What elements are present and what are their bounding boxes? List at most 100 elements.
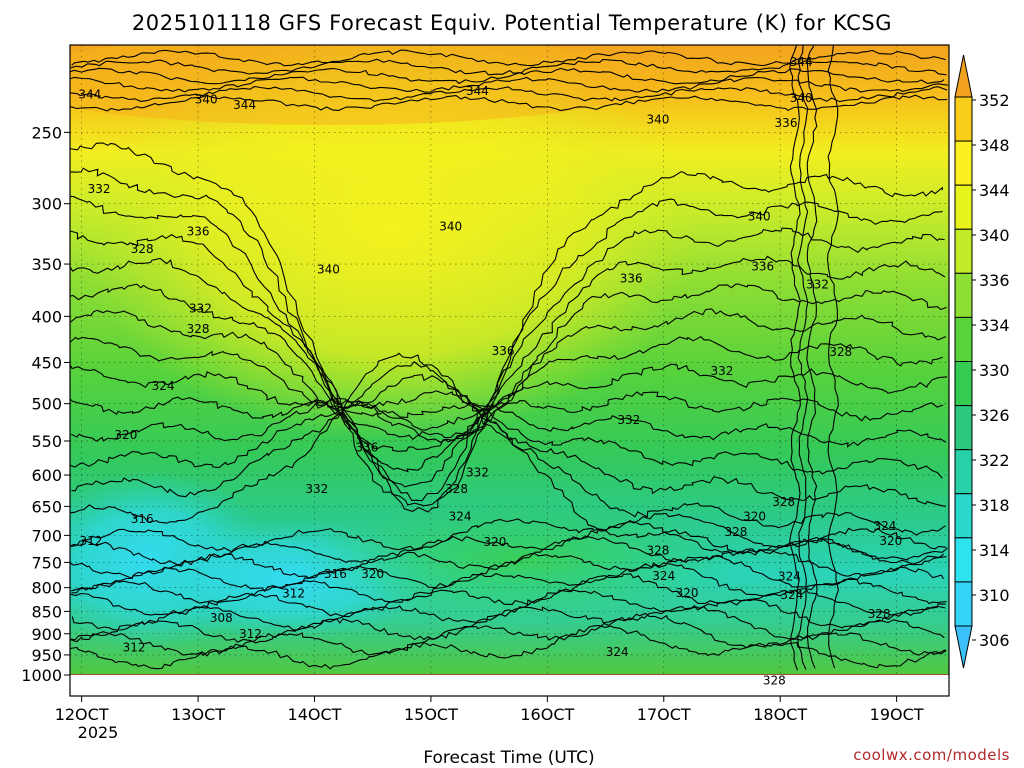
chart-title: 2025101118 GFS Forecast Equiv. Potential… bbox=[132, 11, 892, 35]
contour-label: 328 bbox=[131, 242, 154, 256]
x-tick-label: 13OCT bbox=[171, 705, 225, 724]
contour-line bbox=[70, 142, 943, 513]
contour-label: 328 bbox=[829, 345, 852, 359]
upper-warm-cap bbox=[70, 45, 660, 125]
contour-line bbox=[70, 283, 947, 452]
contour-line bbox=[70, 58, 947, 76]
contour-line bbox=[70, 573, 946, 618]
contour-line bbox=[70, 373, 947, 507]
contour-line bbox=[797, 45, 809, 670]
y-tick-label: 600 bbox=[31, 466, 62, 485]
contour-label: 336 bbox=[355, 440, 378, 454]
contour-label: 332 bbox=[711, 364, 734, 378]
contour-label: 324 bbox=[152, 379, 175, 393]
colorbar-segment bbox=[954, 184, 973, 230]
x-tick-label: 15OCT bbox=[404, 705, 458, 724]
contour-label: 324 bbox=[449, 509, 472, 523]
contour-label: 328 bbox=[868, 607, 891, 621]
y-tick-label: 750 bbox=[31, 553, 62, 572]
contour-line bbox=[71, 589, 946, 631]
contour-label: 324 bbox=[874, 519, 897, 533]
contour-line bbox=[70, 352, 948, 561]
y-tick-label: 250 bbox=[31, 123, 62, 142]
contour-line bbox=[71, 562, 947, 605]
contour-line bbox=[70, 606, 945, 644]
contour-label: 340 bbox=[439, 220, 462, 234]
contour-line bbox=[806, 45, 818, 669]
x-tick-label: 18OCT bbox=[753, 705, 807, 724]
contour-label: 328 bbox=[445, 482, 468, 496]
contour-label: 332 bbox=[88, 182, 111, 196]
colorbar-segment bbox=[954, 316, 973, 362]
contour-label: 312 bbox=[239, 627, 262, 641]
contour-line bbox=[70, 257, 947, 473]
y-tick-label: 950 bbox=[31, 646, 62, 665]
colorbar: 352 348 344 340 336 334 330 326 322 318 314 310 306 bbox=[954, 54, 1010, 669]
contour-label: 308 bbox=[210, 611, 233, 625]
contour-label: 332 bbox=[617, 413, 640, 427]
colorbar-segment bbox=[954, 140, 973, 186]
colorbar-label: 334 bbox=[979, 316, 1010, 335]
contour-label: 344 bbox=[233, 98, 256, 112]
contour-line bbox=[70, 535, 945, 580]
contour-label: 340 bbox=[748, 210, 771, 224]
contour-label: 332 bbox=[305, 482, 328, 496]
plot-area bbox=[70, 45, 949, 675]
colorbar-label: 318 bbox=[979, 496, 1010, 515]
x-tick-label: 16OCT bbox=[520, 705, 574, 724]
colorbar-label: 322 bbox=[979, 451, 1010, 470]
contour-line bbox=[70, 612, 947, 657]
y-tick-label: 300 bbox=[31, 195, 62, 214]
contour-label: 324 bbox=[778, 570, 801, 584]
contour-label: 336 bbox=[751, 259, 774, 273]
contour-label: 320 bbox=[743, 509, 766, 523]
contour-label: 332 bbox=[466, 465, 489, 479]
colorbar-segment bbox=[954, 405, 973, 451]
contour-line bbox=[70, 309, 943, 444]
x-tick-label: 19OCT bbox=[870, 705, 924, 724]
contour-label: 324 bbox=[780, 588, 803, 602]
x-axis-ticks: 12OCT 13OCT 14OCT 15OCT 16OCT 17OCT 18OCT 19OCT bbox=[55, 696, 924, 724]
contour-label: 340 bbox=[195, 93, 218, 107]
contour-label: 324 bbox=[652, 569, 675, 583]
y-tick-label: 500 bbox=[31, 395, 62, 414]
contour-label: 344 bbox=[78, 88, 101, 102]
y-tick-label: 550 bbox=[31, 432, 62, 451]
contour-line bbox=[71, 390, 943, 479]
colorbar-segment bbox=[954, 493, 973, 539]
contour-label: 320 bbox=[676, 586, 699, 600]
contour-label: 316 bbox=[131, 512, 154, 526]
contour-line bbox=[70, 67, 945, 85]
colorbar-top-arrow bbox=[954, 54, 973, 98]
contour-lines bbox=[70, 45, 948, 671]
contour-label: 340 bbox=[317, 263, 340, 277]
contour-line bbox=[70, 195, 945, 502]
colorbar-segment bbox=[954, 449, 973, 495]
x-tick-label: 14OCT bbox=[288, 705, 342, 724]
contour-label: 336 bbox=[492, 344, 515, 358]
colorbar-label: 326 bbox=[979, 406, 1010, 425]
contour-line bbox=[827, 45, 839, 669]
y-axis-ticks: 250 300 350 400 450 500 550 600 650 700 750 800 850 9… bbox=[21, 123, 70, 685]
contour-label: 340 bbox=[646, 113, 669, 127]
contour-label: 312 bbox=[123, 640, 146, 654]
contour-label: 344 bbox=[466, 84, 489, 98]
upper-warm-dome bbox=[80, 45, 700, 440]
contour-label: 324 bbox=[606, 645, 629, 659]
contour-label: 320 bbox=[483, 535, 506, 549]
colorbar-label: 336 bbox=[979, 271, 1010, 290]
contour-label: 328 bbox=[772, 495, 795, 509]
colorbar-label: 344 bbox=[979, 181, 1010, 200]
credit-text: coolwx.com/models bbox=[853, 746, 1010, 764]
contour-line bbox=[70, 94, 948, 112]
contour-label: 340 bbox=[790, 91, 813, 105]
y-tick-label: 650 bbox=[31, 497, 62, 516]
ground-surface bbox=[70, 674, 949, 675]
contour-labels: 344 344 340 344 344 340 340 336 332 336 340 340 328 3… bbox=[78, 55, 902, 687]
colorbar-label: 306 bbox=[979, 631, 1010, 650]
contour-label: 312 bbox=[282, 586, 305, 600]
contour-line bbox=[71, 361, 946, 536]
contour-label: 328 bbox=[187, 322, 210, 336]
colorbar-segment bbox=[954, 96, 973, 142]
contour-label: 336 bbox=[187, 224, 210, 238]
